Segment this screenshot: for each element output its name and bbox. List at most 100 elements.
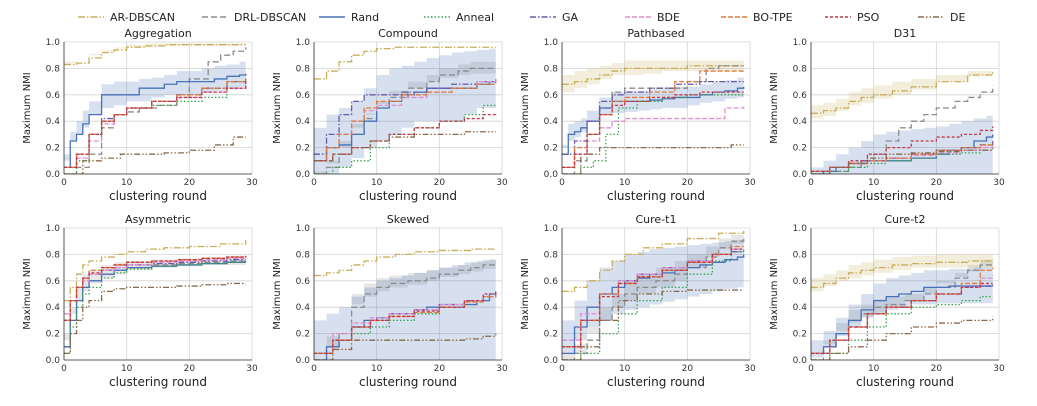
band-rand xyxy=(562,238,744,360)
legend-label: DE xyxy=(950,11,965,24)
legend-item-drl-dbscan: DRL-DBSCAN xyxy=(202,11,306,24)
legend-item-bde: BDE xyxy=(625,11,680,24)
legend-item-rand: Rand xyxy=(319,11,379,24)
series-line-pso xyxy=(64,255,247,322)
y-tick-label: 0.2 xyxy=(46,144,60,154)
series xyxy=(64,43,247,174)
series-line-bo-tpe xyxy=(314,81,497,162)
y-tick-label: 0.2 xyxy=(793,144,807,154)
panels: 0.0 0.2 0.4 0.6 0.8 1.0 0 10 20 30 Aggregation clus… xyxy=(22,27,1005,389)
x-tick-label: 10 xyxy=(619,364,631,374)
x-tick-label: 30 xyxy=(496,364,508,374)
legend-label: PSO xyxy=(857,11,880,24)
x-tick-label: 10 xyxy=(121,178,133,188)
series-line-pso xyxy=(64,78,247,169)
y-axis-label: Maximum NMI xyxy=(769,72,780,144)
series xyxy=(811,71,994,174)
y-tick-label: 0.2 xyxy=(296,144,310,154)
x-tick-label: 20 xyxy=(184,364,196,374)
y-tick-label: 0.0 xyxy=(296,356,311,366)
panel-aggregation: 0.0 0.2 0.4 0.6 0.8 1.0 0 10 20 30 Aggregation clus… xyxy=(22,27,258,203)
x-tick-label: 0 xyxy=(311,364,317,374)
x-tick-label: 30 xyxy=(246,364,258,374)
legend-label: Rand xyxy=(351,11,379,24)
x-tick-label: 0 xyxy=(61,364,67,374)
y-tick-label: 1.0 xyxy=(46,38,61,48)
x-tick-label: 10 xyxy=(868,364,880,374)
bands xyxy=(811,254,993,360)
y-tick-label: 0.8 xyxy=(46,64,61,74)
y-tick-label: 0.8 xyxy=(544,250,559,260)
y-tick-label: 1.0 xyxy=(544,224,559,234)
series xyxy=(64,239,247,355)
band-rand xyxy=(811,267,993,360)
chart-title: Aggregation xyxy=(124,27,191,40)
y-tick-label: 0.8 xyxy=(544,64,559,74)
band-rand xyxy=(562,76,744,168)
legend: AR-DBSCAN DRL-DBSCAN Rand Anneal GA BDE BO-TPE… xyxy=(78,11,965,24)
band-rand xyxy=(64,60,246,172)
y-tick-label: 0.4 xyxy=(296,117,311,127)
legend-label: GA xyxy=(562,11,579,24)
bands xyxy=(562,231,744,360)
y-tick-label: 0.2 xyxy=(544,144,558,154)
x-tick-label: 20 xyxy=(682,364,694,374)
y-tick-label: 0.8 xyxy=(793,64,808,74)
legend-item-pso: PSO xyxy=(825,11,880,24)
series-line-drl-dbscan xyxy=(64,47,247,174)
series-line-anneal xyxy=(314,104,496,174)
y-tick-label: 0.4 xyxy=(793,117,808,127)
band-drl-dbscan xyxy=(562,231,744,360)
y-tick-label: 0.6 xyxy=(793,277,808,287)
panel-cure-t2: 0.0 0.2 0.4 0.6 0.8 1.0 0 10 20 30 Cure-t2 clusteri… xyxy=(769,213,1005,389)
x-axis-label: clustering round xyxy=(607,375,705,389)
series-line-pso xyxy=(811,126,994,173)
panel-d31: 0.0 0.2 0.4 0.6 0.8 1.0 0 10 20 30 D31 clustering r… xyxy=(769,27,1005,203)
series-line-pso xyxy=(562,248,744,348)
y-tick-label: 0.4 xyxy=(46,117,61,127)
x-axis-label: clustering round xyxy=(109,189,207,203)
series-line-de xyxy=(314,131,496,162)
y-tick-label: 0.8 xyxy=(296,64,311,74)
series-line-ar-dbscan xyxy=(314,248,496,277)
series-line-de xyxy=(562,144,744,174)
band-rand xyxy=(314,48,496,174)
legend-label: BDE xyxy=(657,11,680,24)
y-tick-label: 0.0 xyxy=(544,356,559,366)
series-line-de xyxy=(811,316,994,360)
x-axis-label: clustering round xyxy=(359,375,457,389)
x-tick-label: 0 xyxy=(559,364,565,374)
band-ar-dbscan xyxy=(562,60,744,95)
series-line-bo-tpe xyxy=(562,70,744,169)
panel-skewed: 0.0 0.2 0.4 0.6 0.8 1.0 0 10 20 30 Skewed clusterin… xyxy=(272,213,508,389)
series-line-anneal xyxy=(811,147,994,174)
y-tick-label: 0.0 xyxy=(46,356,61,366)
chart-title: Asymmetric xyxy=(125,213,191,226)
legend-item-anneal: Anneal xyxy=(424,11,494,24)
series-line-ar-dbscan xyxy=(314,46,496,80)
band-rand xyxy=(811,114,993,174)
x-tick-label: 30 xyxy=(993,364,1005,374)
series-line-anneal xyxy=(64,261,247,355)
series-line-ga xyxy=(64,259,246,322)
x-tick-label: 20 xyxy=(434,364,446,374)
x-tick-label: 0 xyxy=(808,178,814,188)
series-line-rand xyxy=(811,285,993,355)
chart-title: Cure-t2 xyxy=(885,213,926,226)
y-tick-label: 0.6 xyxy=(296,277,311,287)
series xyxy=(314,46,497,174)
y-tick-label: 1.0 xyxy=(544,38,559,48)
panel-cure-t1: 0.0 0.2 0.4 0.6 0.8 1.0 0 10 20 30 Cure-t1 clusteri… xyxy=(520,213,756,389)
y-tick-label: 0.4 xyxy=(544,117,559,127)
series-line-ar-dbscan xyxy=(811,259,994,289)
chart-title: Pathbased xyxy=(627,27,684,40)
chart-title: Compound xyxy=(378,27,438,40)
bands xyxy=(562,60,744,168)
series xyxy=(811,259,994,360)
series-line-pso xyxy=(314,113,497,162)
x-axis-label: clustering round xyxy=(359,189,457,203)
y-tick-label: 0.0 xyxy=(793,356,808,366)
x-axis-label: clustering round xyxy=(607,189,705,203)
x-tick-label: 20 xyxy=(931,364,943,374)
